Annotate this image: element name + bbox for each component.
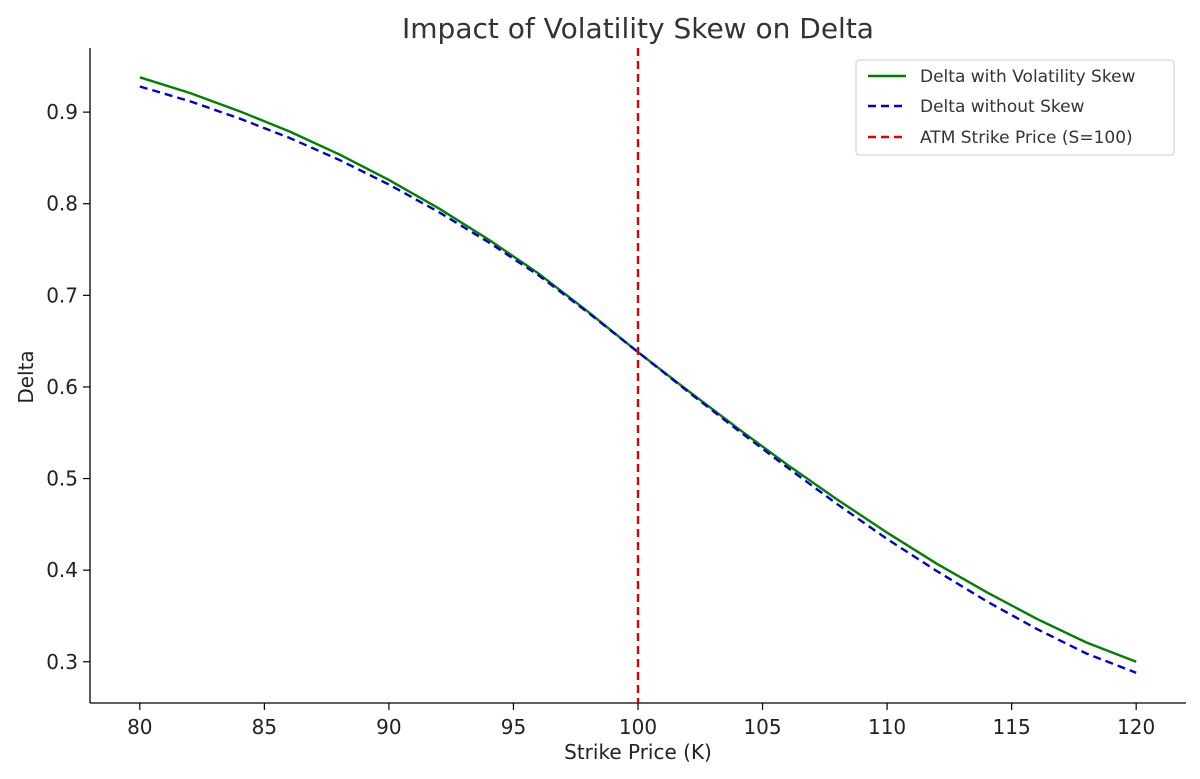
legend-label-atm: ATM Strike Price (S=100) bbox=[920, 128, 1133, 148]
x-tick-label: 105 bbox=[743, 715, 781, 739]
x-tick-label: 85 bbox=[252, 715, 277, 739]
legend-label-skew: Delta with Volatility Skew bbox=[920, 67, 1136, 87]
plot-lines bbox=[139, 48, 1137, 703]
y-tick-label: 0.3 bbox=[46, 650, 78, 674]
x-tick-label: 100 bbox=[619, 715, 657, 739]
x-axis-label: Strike Price (K) bbox=[564, 740, 712, 764]
y-tick-label: 0.8 bbox=[46, 192, 78, 216]
x-ticks: 80 85 90 95 100 105 110 115 120 bbox=[127, 703, 1155, 739]
x-tick-label: 90 bbox=[376, 715, 401, 739]
legend: Delta with Volatility Skew Delta without… bbox=[855, 59, 1175, 156]
chart-title: Impact of Volatility Skew on Delta bbox=[402, 12, 874, 45]
y-tick-label: 0.7 bbox=[46, 283, 78, 307]
series-line-no-skew bbox=[139, 85, 1137, 674]
y-tick-label: 0.5 bbox=[46, 467, 78, 491]
y-tick-label: 0.6 bbox=[46, 375, 78, 399]
x-tick-label: 80 bbox=[127, 715, 152, 739]
y-axis-label: Delta bbox=[14, 350, 38, 403]
x-tick-label: 120 bbox=[1117, 715, 1155, 739]
x-tick-label: 110 bbox=[868, 715, 906, 739]
legend-label-no-skew: Delta without Skew bbox=[920, 97, 1085, 117]
legend-box bbox=[855, 59, 1175, 156]
x-tick-label: 115 bbox=[993, 715, 1031, 739]
y-tick-label: 0.4 bbox=[46, 558, 78, 582]
x-tick-label: 95 bbox=[501, 715, 526, 739]
y-tick-label: 0.9 bbox=[46, 100, 78, 124]
y-ticks: 0.3 0.4 0.5 0.6 0.7 0.8 0.9 bbox=[46, 100, 90, 674]
